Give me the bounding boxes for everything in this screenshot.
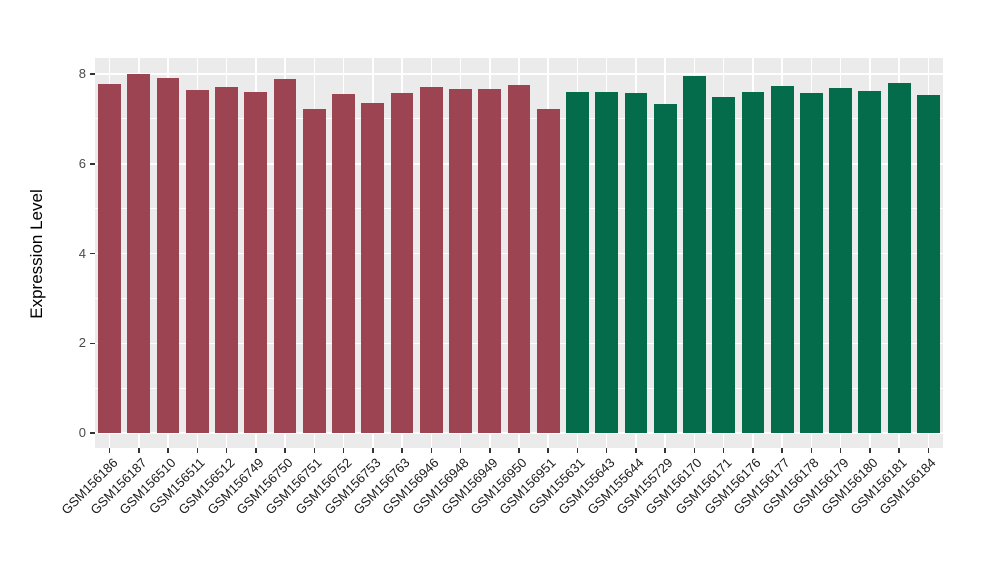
bar-GSM156951 [536,108,560,433]
bar-GSM155644 [624,92,648,433]
x-tick [781,448,783,453]
x-tick [489,448,491,453]
y-tick [90,342,95,344]
x-tick [839,448,842,453]
bar-GSM156180 [858,90,882,433]
y-tick [90,73,95,75]
bar-GSM156176 [741,91,765,433]
bar-GSM156510 [156,78,180,433]
y-tick-label: 8 [78,66,86,81]
bar-GSM156181 [887,82,911,433]
bar-GSM156170 [683,76,706,433]
x-tick [927,448,930,453]
x-tick [313,448,316,453]
bar-GSM156187 [127,74,151,433]
x-tick [869,448,871,453]
bar-GSM156946 [419,87,443,433]
bar-GSM156750 [273,78,297,433]
bar-GSM156950 [507,84,531,433]
x-tick [810,448,813,453]
x-tick [430,448,433,453]
y-tick [90,163,95,165]
y-tick-label: 4 [78,245,86,261]
bar-GSM155729 [653,104,677,433]
bar-GSM156752 [332,94,355,433]
bar-GSM156948 [449,88,472,433]
h-gridline-major [95,432,943,434]
x-tick [167,448,169,453]
y-tick-label: 6 [78,155,86,171]
bar-GSM156177 [770,85,794,433]
bar-GSM156753 [361,102,385,433]
x-tick [284,448,286,453]
bar-GSM156512 [215,86,238,433]
bar-GSM156186 [98,83,121,433]
plot-panel [95,58,943,448]
y-tick-label: 0 [78,425,86,440]
bar-GSM156751 [302,109,326,433]
x-tick [898,448,900,453]
x-tick [196,448,199,453]
x-tick [401,448,403,453]
bar-GSM156511 [185,90,209,433]
x-tick [459,448,462,453]
bar-GSM156184 [916,94,940,433]
bar-GSM156178 [800,92,823,433]
bar-GSM156749 [244,92,268,433]
y-tick-label: 2 [78,335,86,351]
bar-GSM155631 [566,91,589,433]
x-tick [108,448,111,453]
x-tick [225,448,228,453]
bar-GSM156763 [390,93,414,433]
bar-GSM156179 [829,87,853,433]
bar-GSM156949 [478,88,502,433]
bar-GSM156171 [712,97,736,433]
h-gridline-major [95,73,943,75]
y-tick [90,432,95,434]
x-tick [518,448,520,453]
x-tick [664,448,666,453]
x-tick [342,448,345,453]
x-tick [547,448,549,453]
x-tick [752,448,754,453]
x-tick [576,448,579,453]
x-tick [693,448,696,453]
x-tick [722,448,725,453]
x-tick [255,448,257,453]
bar-GSM155643 [595,91,619,433]
x-tick [372,448,374,453]
y-tick [90,252,95,255]
x-tick [605,448,608,453]
x-tick [138,448,140,453]
x-tick [635,448,637,453]
